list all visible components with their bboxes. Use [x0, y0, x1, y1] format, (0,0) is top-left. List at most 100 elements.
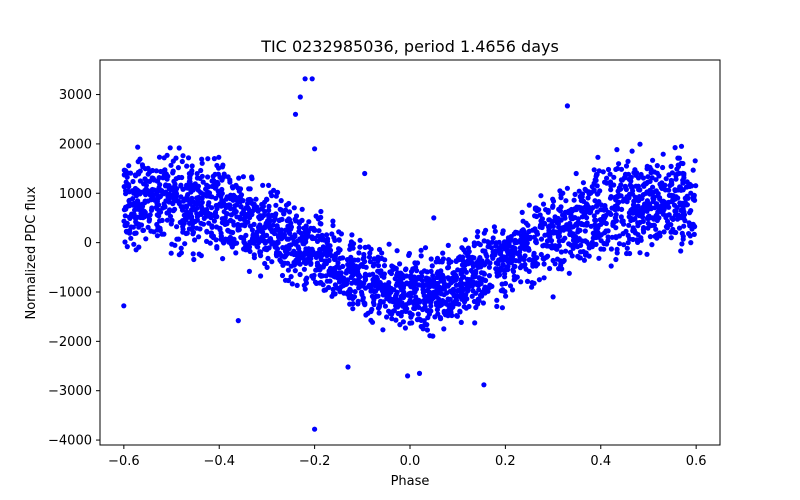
data-point [306, 219, 312, 225]
data-point [654, 217, 660, 224]
data-point [647, 178, 653, 184]
data-point [126, 197, 132, 203]
data-point [224, 211, 230, 217]
data-point [199, 173, 205, 179]
data-point [286, 216, 292, 222]
data-point [137, 178, 143, 184]
data-point [410, 266, 416, 272]
data-point [586, 253, 592, 259]
x-tick-label: 0.6 [686, 454, 707, 469]
data-point [172, 242, 178, 248]
data-point [154, 221, 160, 228]
data-point [380, 327, 386, 333]
data-point [327, 247, 334, 253]
data-point [341, 280, 347, 286]
data-point [542, 221, 548, 227]
data-point [469, 293, 475, 299]
data-point [233, 250, 239, 256]
data-point [449, 289, 455, 295]
data-point [299, 206, 305, 212]
data-point [425, 315, 431, 321]
data-point [674, 204, 680, 211]
data-point-outlier [235, 318, 241, 324]
data-point [187, 201, 193, 207]
data-point [164, 152, 170, 158]
data-point [501, 239, 508, 245]
data-point [623, 185, 629, 191]
data-point [365, 310, 371, 316]
data-point [149, 186, 155, 193]
data-point [326, 284, 332, 291]
data-point [614, 165, 621, 172]
data-point [375, 254, 381, 260]
data-point [626, 176, 632, 182]
data-point [135, 144, 141, 150]
data-point [198, 190, 204, 196]
data-point [470, 269, 476, 275]
data-point [189, 195, 195, 201]
data-point [266, 245, 272, 251]
data-point [380, 299, 386, 305]
data-point [608, 187, 614, 193]
data-point [558, 195, 564, 201]
data-point [579, 194, 585, 200]
data-point [693, 183, 699, 189]
data-point [653, 226, 659, 232]
y-tick-label: −2000 [48, 335, 92, 350]
data-point [176, 145, 182, 151]
data-point [664, 201, 671, 207]
data-point [145, 165, 151, 171]
data-point [385, 283, 391, 289]
data-point [213, 237, 219, 243]
data-point [175, 165, 181, 171]
data-point [281, 211, 287, 217]
data-point [199, 156, 205, 162]
data-point [550, 230, 556, 236]
data-point [624, 245, 630, 251]
data-point [379, 250, 385, 256]
data-point [323, 248, 329, 254]
data-point [181, 220, 187, 226]
data-point [283, 252, 289, 258]
data-point [403, 302, 409, 308]
data-point [140, 227, 147, 233]
data-point [412, 278, 418, 284]
data-point [146, 216, 153, 222]
data-point [574, 204, 580, 210]
data-point [288, 263, 294, 269]
data-point [318, 221, 324, 227]
data-point [315, 216, 321, 222]
data-point [417, 316, 423, 322]
data-point [205, 202, 211, 208]
data-point [140, 208, 146, 214]
data-point [441, 292, 447, 298]
data-point [254, 238, 260, 244]
data-point [286, 209, 293, 215]
data-point [573, 170, 579, 177]
data-point [596, 199, 602, 205]
data-point [124, 174, 130, 180]
data-point [297, 271, 303, 278]
data-point [469, 256, 475, 262]
data-point [360, 263, 366, 269]
data-point [645, 225, 651, 231]
data-point [618, 182, 624, 188]
data-point [420, 306, 427, 312]
data-point [181, 196, 187, 202]
data-point [630, 236, 636, 243]
data-point [523, 220, 529, 226]
data-point [262, 260, 268, 267]
data-point [550, 257, 556, 264]
data-point [689, 226, 695, 232]
data-point [147, 212, 153, 218]
data-point [460, 274, 466, 280]
data-point-outlier [564, 185, 571, 191]
data-point [464, 276, 471, 282]
data-point [566, 270, 572, 276]
data-point [675, 195, 681, 201]
data-point [443, 301, 449, 307]
data-point [237, 216, 243, 222]
data-point [163, 171, 169, 177]
data-point [308, 256, 314, 262]
